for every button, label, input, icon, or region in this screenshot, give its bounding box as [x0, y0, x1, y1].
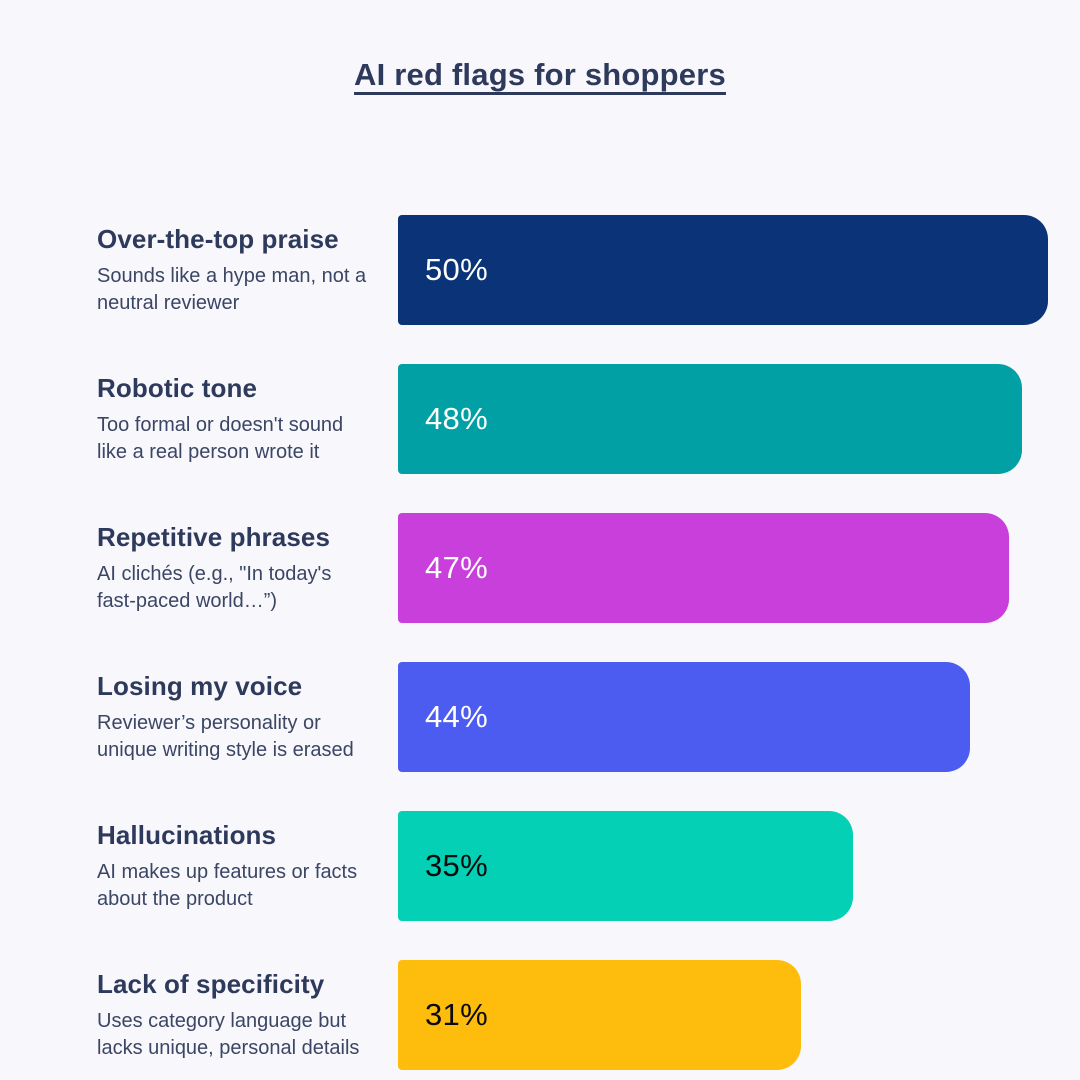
chart-row: Repetitive phrases AI clichés (e.g., "In…	[0, 513, 1080, 623]
category-label-block: Lack of specificity Uses category langua…	[0, 969, 398, 1061]
chart-row: Robotic tone Too formal or doesn't sound…	[0, 364, 1080, 474]
category-description: Uses category language but lacks unique,…	[97, 1010, 360, 1059]
bar: 31%	[398, 960, 801, 1070]
bar-track: 31%	[398, 960, 1080, 1070]
bar: 47%	[398, 513, 1009, 623]
category-title: Over-the-top praise	[97, 224, 339, 255]
bar-value-label: 44%	[425, 699, 488, 734]
category-label-block: Robotic tone Too formal or doesn't sound…	[0, 373, 398, 465]
bar: 50%	[398, 215, 1048, 325]
chart-row: Over-the-top praise Sounds like a hype m…	[0, 215, 1080, 325]
category-description: AI clichés (e.g., "In today's fast-paced…	[97, 563, 332, 612]
category-description: Sounds like a hype man, not a neutral re…	[97, 265, 367, 314]
bar-track: 44%	[398, 662, 1080, 772]
category-description: AI makes up features or facts about the …	[97, 861, 358, 910]
category-description: Reviewer’s personality or unique writing…	[97, 712, 354, 761]
category-title: Lack of specificity	[97, 969, 325, 1000]
category-label-block: Hallucinations AI makes up features or f…	[0, 820, 398, 912]
bar: 48%	[398, 364, 1022, 474]
chart-row: Hallucinations AI makes up features or f…	[0, 811, 1080, 921]
bar: 44%	[398, 662, 970, 772]
category-title: Robotic tone	[97, 373, 258, 404]
category-title: Losing my voice	[97, 671, 303, 702]
bar: 35%	[398, 811, 853, 921]
bar-track: 50%	[398, 215, 1080, 325]
bar-value-label: 50%	[425, 252, 488, 287]
bar-track: 47%	[398, 513, 1080, 623]
category-description: Too formal or doesn't sound like a real …	[97, 414, 344, 463]
bar-value-label: 47%	[425, 550, 488, 585]
category-title: Hallucinations	[97, 820, 277, 851]
chart-row: Lack of specificity Uses category langua…	[0, 960, 1080, 1070]
bar-chart: Over-the-top praise Sounds like a hype m…	[0, 215, 1080, 1070]
chart-row: Losing my voice Reviewer’s personality o…	[0, 662, 1080, 772]
category-label-block: Repetitive phrases AI clichés (e.g., "In…	[0, 522, 398, 614]
category-label-block: Losing my voice Reviewer’s personality o…	[0, 671, 398, 763]
bar-track: 35%	[398, 811, 1080, 921]
bar-track: 48%	[398, 364, 1080, 474]
bar-value-label: 48%	[425, 401, 488, 436]
category-title: Repetitive phrases	[97, 522, 331, 553]
bar-value-label: 35%	[425, 848, 488, 883]
page-title: AI red flags for shoppers	[354, 57, 726, 92]
category-label-block: Over-the-top praise Sounds like a hype m…	[0, 224, 398, 316]
infographic-page: AI red flags for shoppers Over-the-top p…	[0, 57, 1080, 1080]
bar-value-label: 31%	[425, 997, 488, 1032]
